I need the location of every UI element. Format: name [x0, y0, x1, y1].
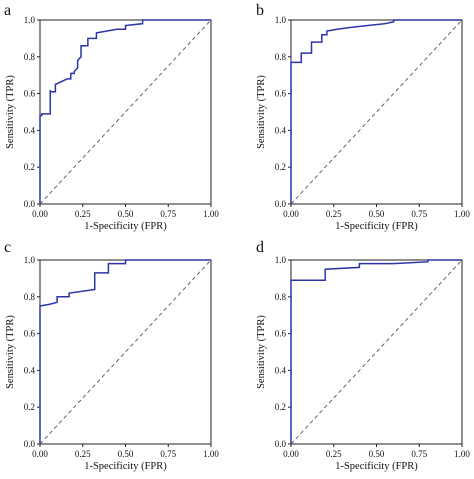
roc-panel-c: c 0.00 0.25 0.50 0.75 1.00 0.0 0.2 0.4 0.6 0.8 1.0 1…: [4, 239, 219, 472]
y-axis-title: Sensitivity (TPR): [256, 315, 267, 389]
y-tick-label: 0.6: [275, 329, 287, 339]
y-tick-label: 0.8: [24, 292, 36, 302]
y-tick-label: 0.2: [275, 402, 286, 412]
y-tick-label: 1.0: [24, 15, 36, 25]
x-tick-label: 0.75: [411, 209, 427, 219]
x-tick-label: 0.75: [160, 449, 176, 459]
y-axis-title: Sensitivity (TPR): [256, 75, 267, 149]
y-tick-label: 0.4: [275, 365, 287, 375]
x-tick-label: 0.25: [326, 209, 342, 219]
y-tick-label: 1.0: [275, 15, 287, 25]
x-tick-label: 0.75: [160, 209, 176, 219]
x-tick-label: 1.00: [203, 449, 219, 459]
x-tick-label: 0.25: [75, 449, 91, 459]
y-tick-label: 0.4: [275, 125, 287, 135]
y-tick-label: 0.4: [24, 125, 36, 135]
y-tick-label: 0.6: [24, 329, 36, 339]
panel-label: c: [4, 239, 11, 256]
y-tick-label: 0.2: [24, 402, 35, 412]
roc-panel-d: d 0.00 0.25 0.50 0.75 1.00 0.0 0.2 0.4 0.6 0.8 1.0 1…: [256, 239, 470, 472]
x-axis-title: 1-Specificity (FPR): [84, 461, 167, 472]
x-axis-title: 1-Specificity (FPR): [335, 221, 418, 232]
x-tick-label: 0.00: [283, 449, 299, 459]
y-tick-label: 0.8: [24, 52, 36, 62]
roc-panel-b: b 0.00 0.25 0.50 0.75 1.00 0.0 0.2 0.4 0.6 0.8 1.0 1…: [256, 2, 470, 232]
x-tick-label: 0.50: [118, 449, 134, 459]
x-tick-label: 0.00: [32, 449, 48, 459]
x-tick-label: 0.25: [326, 449, 342, 459]
x-tick-label: 0.50: [369, 209, 385, 219]
reference-diagonal-line: [39, 259, 212, 445]
panel-label: d: [256, 239, 264, 256]
x-tick-label: 0.75: [411, 449, 427, 459]
x-axis-title: 1-Specificity (FPR): [335, 461, 418, 472]
roc-curve-line: [290, 19, 462, 204]
y-tick-label: 0.6: [275, 89, 287, 99]
y-tick-label: 0.6: [24, 89, 36, 99]
y-tick-label: 1.0: [24, 255, 36, 265]
roc-panel-a: a 0.00 0.25 0.50 0.75 1.00 0.0 0.2 0.4 0.6 0.8 1.0 1…: [4, 2, 219, 232]
x-tick-label: 1.00: [454, 209, 470, 219]
y-axis-title: Sensitivity (TPR): [5, 315, 16, 389]
y-tick-label: 0.0: [24, 439, 36, 449]
x-tick-label: 0.25: [75, 209, 91, 219]
y-axis-title: Sensitivity (TPR): [5, 75, 16, 149]
y-tick-label: 0.4: [24, 365, 36, 375]
panel-label: b: [256, 2, 264, 19]
reference-diagonal-line: [290, 19, 463, 205]
x-tick-label: 0.00: [283, 209, 299, 219]
panel-label: a: [4, 2, 11, 19]
reference-diagonal-line: [39, 19, 212, 205]
x-tick-label: 0.00: [32, 209, 48, 219]
x-tick-label: 1.00: [454, 449, 470, 459]
y-tick-label: 1.0: [275, 255, 287, 265]
reference-diagonal-line: [290, 259, 463, 445]
y-tick-label: 0.2: [24, 162, 35, 172]
y-tick-label: 0.0: [275, 199, 287, 209]
y-tick-label: 0.8: [275, 292, 287, 302]
roc-curve-line: [39, 19, 211, 204]
y-tick-label: 0.8: [275, 52, 287, 62]
y-tick-label: 0.0: [24, 199, 36, 209]
x-tick-label: 1.00: [203, 209, 219, 219]
x-axis-title: 1-Specificity (FPR): [84, 221, 167, 232]
roc-curve-line: [39, 259, 211, 444]
y-tick-label: 0.0: [275, 439, 287, 449]
x-tick-label: 0.50: [369, 449, 385, 459]
x-tick-label: 0.50: [118, 209, 134, 219]
roc-curve-line: [290, 259, 462, 444]
y-tick-label: 0.2: [275, 162, 286, 172]
